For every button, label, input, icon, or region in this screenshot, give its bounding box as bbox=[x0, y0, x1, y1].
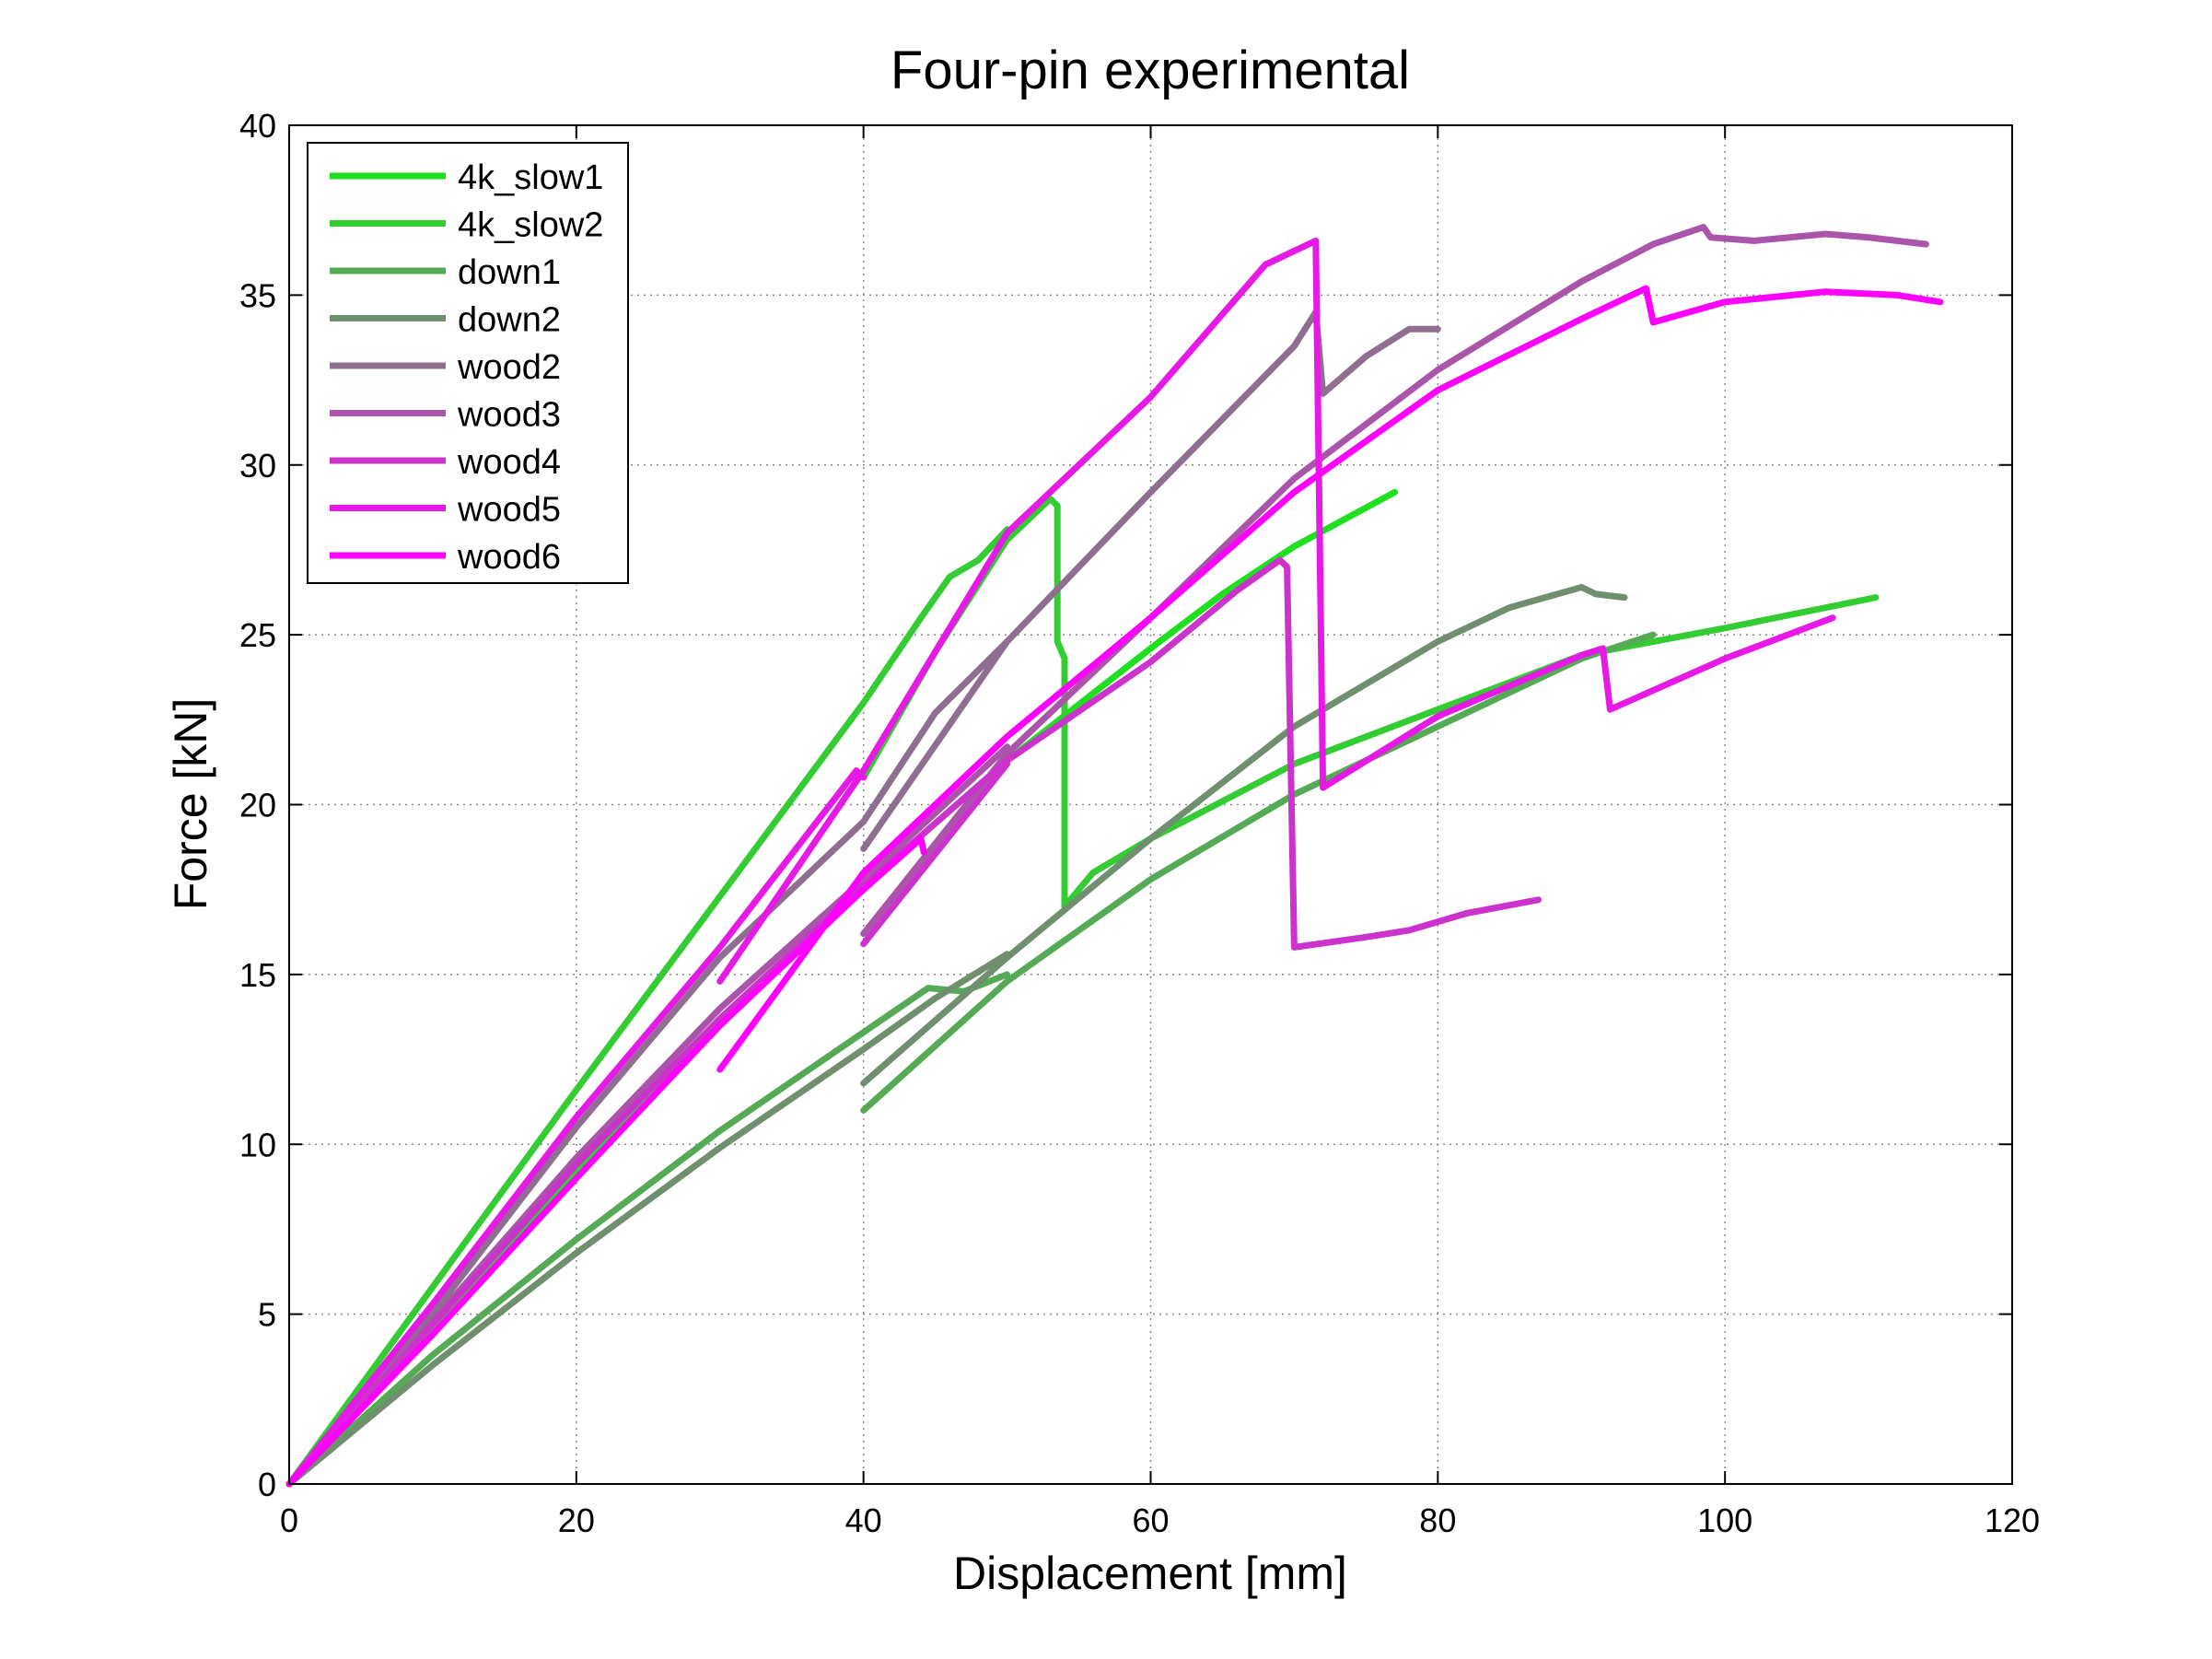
legend-item: 4k_slow1 bbox=[330, 158, 603, 197]
series-line-wood5 bbox=[285, 237, 1836, 1488]
series-line-down1 bbox=[285, 631, 1657, 1488]
legend: 4k_slow1 4k_slow2 down1 down2 wood2 wood3 wood… bbox=[307, 142, 629, 584]
legend-label: 4k_slow1 bbox=[458, 158, 603, 197]
y-tick-label: 15 bbox=[239, 956, 276, 994]
legend-label: wood4 bbox=[457, 443, 561, 482]
legend-item: wood4 bbox=[330, 443, 561, 482]
legend-label: 4k_slow2 bbox=[458, 206, 603, 245]
legend-label: wood3 bbox=[457, 396, 561, 435]
series-line-wood4 bbox=[285, 556, 1542, 1488]
x-tick-label: 20 bbox=[558, 1501, 595, 1539]
x-tick-label: 120 bbox=[1985, 1501, 2040, 1539]
legend-item: wood2 bbox=[330, 348, 561, 387]
legend-label: wood6 bbox=[457, 538, 561, 577]
series-lines bbox=[285, 224, 1944, 1488]
y-tick-label: 35 bbox=[239, 276, 276, 314]
x-tick-label: 40 bbox=[845, 1501, 882, 1539]
legend-item: down2 bbox=[330, 301, 561, 340]
legend-label: wood2 bbox=[457, 348, 561, 387]
x-tick-label: 80 bbox=[1419, 1501, 1456, 1539]
y-tick-label: 30 bbox=[239, 447, 276, 485]
series-line-wood6 bbox=[285, 285, 1944, 1488]
y-axis-label: Force [kN] bbox=[165, 698, 216, 911]
x-tick-label: 0 bbox=[280, 1501, 298, 1539]
legend-item: 4k_slow2 bbox=[330, 206, 603, 245]
legend-item: wood6 bbox=[330, 538, 561, 577]
legend-label: down1 bbox=[458, 253, 561, 292]
legend-label: wood5 bbox=[457, 491, 561, 530]
x-tick-label: 60 bbox=[1132, 1501, 1169, 1539]
x-tick-label: 100 bbox=[1697, 1501, 1752, 1539]
legend-item: wood5 bbox=[330, 491, 561, 530]
x-axis-label: Displacement [mm] bbox=[953, 1548, 1347, 1599]
y-tick-label: 0 bbox=[258, 1466, 276, 1503]
series-line-down2 bbox=[285, 584, 1628, 1488]
chart-title: Four-pin experimental bbox=[891, 41, 1410, 100]
legend-label: down2 bbox=[458, 301, 561, 340]
legend-item: wood3 bbox=[330, 396, 561, 435]
y-tick-label: 5 bbox=[258, 1296, 276, 1334]
y-tick-label: 10 bbox=[239, 1126, 276, 1163]
y-tick-label: 20 bbox=[239, 787, 276, 824]
y-tick-label: 25 bbox=[239, 616, 276, 654]
legend-item: down1 bbox=[330, 253, 561, 292]
y-tick-label: 40 bbox=[239, 107, 276, 145]
series-line-4k-slow2 bbox=[285, 496, 1880, 1488]
axis-ticks: 0 20 40 60 80 100 120 0 5 10 15 20 25 30 35 40 bbox=[239, 107, 2040, 1539]
